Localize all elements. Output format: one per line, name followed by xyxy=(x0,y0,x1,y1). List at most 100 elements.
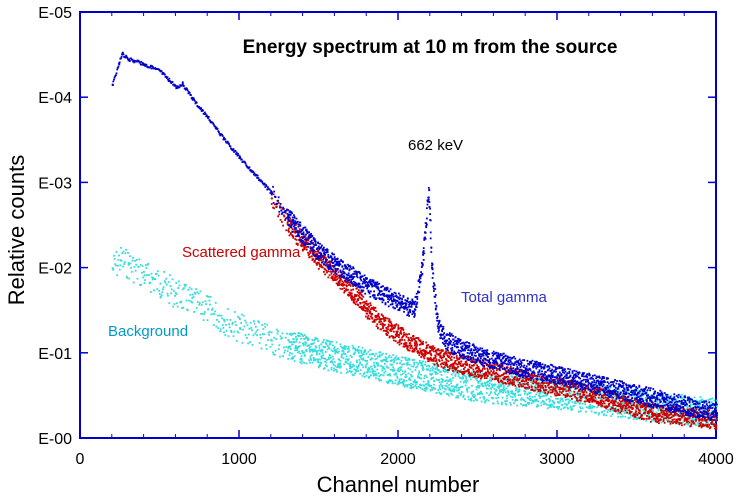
data-point xyxy=(471,359,473,362)
data-point xyxy=(410,336,412,339)
data-point xyxy=(462,365,464,367)
data-point xyxy=(295,345,297,348)
data-point xyxy=(481,392,484,395)
data-point xyxy=(312,251,314,254)
data-point xyxy=(331,360,333,363)
data-point xyxy=(539,391,541,394)
data-point xyxy=(581,396,583,399)
data-point xyxy=(270,193,273,196)
data-point xyxy=(317,340,319,342)
data-point xyxy=(333,361,336,363)
data-point xyxy=(436,363,439,366)
data-point xyxy=(481,375,484,377)
data-point xyxy=(314,250,317,253)
data-point xyxy=(513,394,516,396)
data-point xyxy=(460,368,463,371)
data-point xyxy=(203,313,206,315)
data-point xyxy=(646,415,648,417)
data-point xyxy=(424,361,427,364)
data-point xyxy=(553,392,556,395)
data-point xyxy=(419,383,422,386)
data-point xyxy=(293,338,295,340)
data-point xyxy=(471,384,473,387)
data-point xyxy=(451,368,454,371)
data-point xyxy=(480,376,483,379)
data-point xyxy=(347,345,350,348)
data-point xyxy=(298,228,301,230)
data-point xyxy=(343,287,346,290)
data-point xyxy=(647,403,650,406)
data-point xyxy=(373,364,375,367)
data-point xyxy=(448,367,451,370)
data-point xyxy=(421,364,424,367)
data-point xyxy=(396,341,399,344)
data-point xyxy=(311,259,314,261)
data-point xyxy=(335,270,337,272)
data-point xyxy=(304,337,307,340)
data-point xyxy=(426,382,429,385)
data-point xyxy=(132,59,135,62)
data-point xyxy=(333,273,335,276)
data-point xyxy=(323,246,325,249)
data-point xyxy=(425,341,428,344)
data-point xyxy=(309,236,311,239)
data-point xyxy=(541,378,543,381)
data-point xyxy=(365,374,368,377)
data-point xyxy=(201,312,204,315)
data-point xyxy=(267,186,269,189)
data-point xyxy=(338,364,341,367)
data-point xyxy=(398,336,400,338)
data-point xyxy=(415,337,417,339)
data-point xyxy=(370,308,372,311)
data-point xyxy=(415,342,418,344)
data-point xyxy=(296,349,298,351)
data-point xyxy=(216,127,219,130)
data-point xyxy=(708,409,711,412)
data-point xyxy=(405,344,407,346)
data-point xyxy=(330,368,333,371)
data-point xyxy=(394,336,396,339)
data-point xyxy=(126,57,129,59)
data-point xyxy=(327,253,330,256)
data-point xyxy=(356,287,358,290)
data-point xyxy=(498,386,501,388)
data-point xyxy=(292,219,295,221)
data-point xyxy=(477,367,480,370)
data-point xyxy=(437,348,440,350)
data-point xyxy=(298,345,301,348)
data-point xyxy=(683,420,686,422)
data-point xyxy=(440,355,442,358)
data-point xyxy=(398,366,401,369)
data-point xyxy=(480,392,482,394)
data-point xyxy=(602,388,604,390)
data-point xyxy=(495,376,498,379)
data-point xyxy=(463,369,466,371)
data-point xyxy=(607,397,609,400)
data-point xyxy=(638,400,641,403)
data-point xyxy=(688,416,690,418)
data-point xyxy=(698,425,700,428)
data-point xyxy=(681,397,684,399)
data-point xyxy=(426,351,428,354)
data-point xyxy=(586,396,589,399)
data-point xyxy=(515,389,517,392)
data-point xyxy=(413,358,416,361)
plot-area xyxy=(111,51,718,430)
data-point xyxy=(117,259,120,261)
data-point xyxy=(615,408,618,411)
data-point xyxy=(316,254,318,257)
data-point xyxy=(686,416,689,419)
data-point xyxy=(683,405,686,407)
data-point xyxy=(710,419,713,422)
data-point xyxy=(666,416,669,418)
data-point xyxy=(181,81,184,84)
data-point xyxy=(630,395,633,398)
data-point xyxy=(624,402,627,404)
data-point xyxy=(431,349,433,352)
data-point xyxy=(401,380,404,383)
data-point xyxy=(382,358,385,361)
data-point xyxy=(293,332,295,335)
data-point xyxy=(578,410,580,413)
data-point xyxy=(412,349,414,352)
y-tick-label: E-05 xyxy=(38,5,72,22)
